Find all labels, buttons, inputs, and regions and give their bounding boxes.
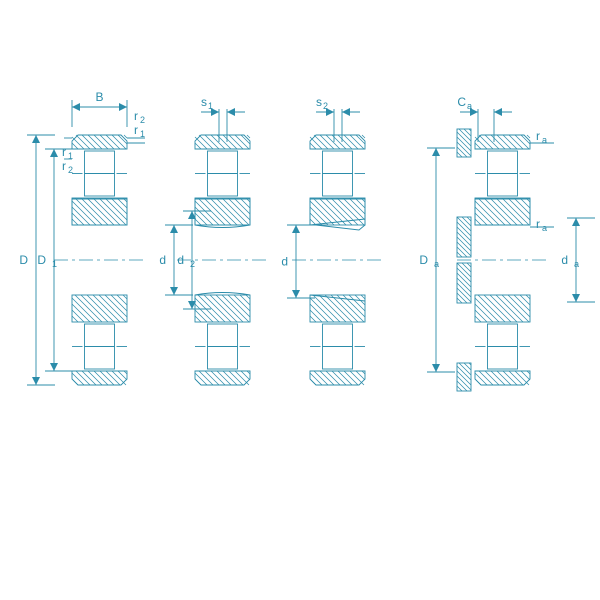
dim-s2: s — [316, 95, 322, 109]
svg-text:1: 1 — [68, 151, 73, 161]
svg-text:1: 1 — [52, 259, 57, 269]
dim-s1: s — [201, 95, 207, 109]
svg-text:a: a — [542, 135, 547, 145]
svg-text:2: 2 — [68, 165, 73, 175]
svg-text:1: 1 — [208, 101, 213, 111]
svg-text:2: 2 — [140, 115, 145, 125]
dim-r1b: r — [62, 145, 66, 159]
svg-text:a: a — [467, 101, 472, 111]
dim-d2: d — [177, 253, 184, 267]
svg-text:2: 2 — [190, 259, 195, 269]
dim-r1t: r — [134, 123, 138, 137]
dim-Ca: C — [457, 95, 466, 109]
v1: Br2r1r1r2DD1 — [19, 90, 145, 385]
dim-d: d — [159, 253, 166, 267]
dim-r2t: r — [134, 109, 138, 123]
dim-rab: r — [536, 217, 540, 231]
dim-da: d — [561, 253, 568, 267]
dim-D1: D — [37, 253, 46, 267]
dim-D: D — [19, 253, 28, 267]
v4: CararaDada — [419, 95, 595, 391]
svg-text:2: 2 — [323, 101, 328, 111]
v3: s2 d — [281, 95, 383, 385]
dim-B: B — [95, 90, 103, 104]
dim-r2b: r — [62, 159, 66, 173]
svg-text:1: 1 — [140, 129, 145, 139]
dim-d: d — [281, 255, 288, 269]
svg-text:a: a — [574, 259, 579, 269]
svg-text:a: a — [434, 259, 439, 269]
dim-rat: r — [536, 129, 540, 143]
svg-text:a: a — [542, 223, 547, 233]
v2: s1dd2 — [159, 95, 268, 385]
bearing-drawing: Br2r1r1r2DD1s1dd2s2dCararaDada — [0, 0, 600, 600]
dim-Da: D — [419, 253, 428, 267]
